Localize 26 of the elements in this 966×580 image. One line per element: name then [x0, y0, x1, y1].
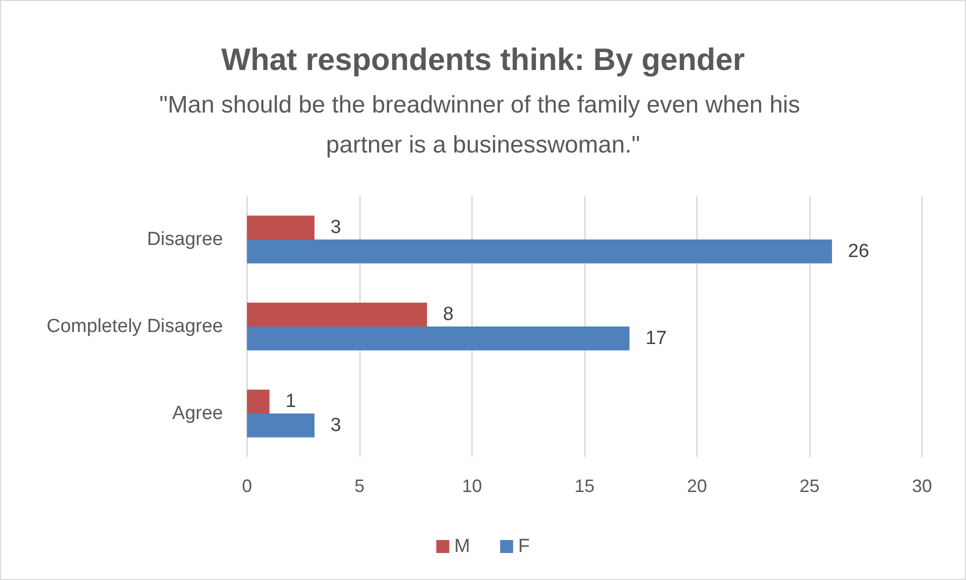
x-tick-label: 0 — [242, 476, 252, 496]
x-tick-label: 15 — [574, 476, 595, 496]
bar — [247, 414, 314, 438]
legend-label: M — [454, 536, 470, 557]
y-tick-label: Agree — [172, 403, 223, 424]
bar — [247, 326, 630, 350]
data-label: 3 — [330, 217, 342, 238]
bar — [247, 390, 270, 414]
data-label: 8 — [443, 304, 454, 326]
x-tick-label: 25 — [799, 476, 820, 496]
data-label: 1 — [286, 391, 296, 412]
bar — [247, 240, 832, 264]
data-label: 17 — [646, 328, 667, 349]
x-tick-label: 20 — [686, 476, 708, 496]
chart-subtitle: "Man should be the breadwinner of the family even when his partner is a businesswoman." — [159, 92, 807, 158]
x-tick-label: 10 — [462, 476, 482, 496]
bar — [247, 302, 427, 326]
x-tick-label: 5 — [354, 476, 365, 496]
data-label: 26 — [848, 240, 870, 262]
bar — [247, 216, 314, 240]
x-tick-label: 30 — [912, 476, 932, 496]
y-tick-label: Completely Disagree — [46, 316, 223, 337]
data-label: 3 — [330, 414, 342, 436]
chart-title: What respondents think: By gender — [221, 42, 745, 77]
legend-label: F — [518, 536, 530, 557]
y-tick-label: Disagree — [146, 229, 223, 250]
